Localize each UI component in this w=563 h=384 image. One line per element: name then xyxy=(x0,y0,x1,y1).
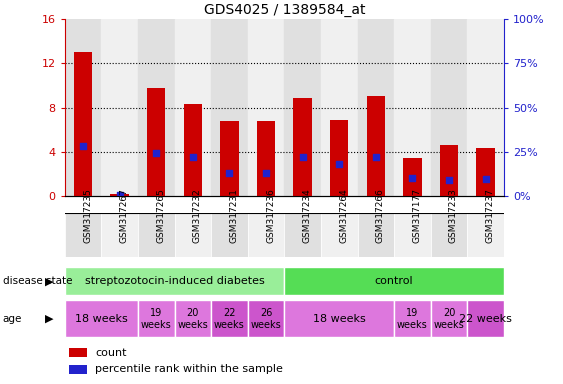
Bar xyxy=(220,121,239,196)
Bar xyxy=(321,19,358,196)
Point xyxy=(481,176,490,182)
Text: 22 weeks: 22 weeks xyxy=(459,314,512,324)
Bar xyxy=(367,96,385,196)
Bar xyxy=(65,213,101,257)
Bar xyxy=(248,300,284,337)
Bar xyxy=(248,19,284,196)
Bar xyxy=(284,300,394,337)
Bar xyxy=(284,213,321,257)
Text: ▶: ▶ xyxy=(45,276,53,286)
Point xyxy=(188,154,197,160)
Text: 20
weeks: 20 weeks xyxy=(177,308,208,329)
Text: GSM317232: GSM317232 xyxy=(193,188,202,243)
Bar xyxy=(330,120,348,196)
Text: 20
weeks: 20 weeks xyxy=(434,308,464,329)
Text: control: control xyxy=(375,276,413,286)
Bar xyxy=(65,19,101,196)
Point xyxy=(372,154,381,160)
Bar xyxy=(138,213,175,257)
Bar xyxy=(403,158,422,196)
Text: ▶: ▶ xyxy=(45,314,53,324)
Text: GSM317264: GSM317264 xyxy=(339,188,348,243)
Bar xyxy=(257,121,275,196)
Point xyxy=(79,143,88,149)
Bar xyxy=(175,213,211,257)
Bar xyxy=(431,213,467,257)
Bar xyxy=(358,213,394,257)
Bar xyxy=(101,213,138,257)
Bar xyxy=(211,300,248,337)
Text: GSM317265: GSM317265 xyxy=(157,188,165,243)
Bar xyxy=(65,267,284,295)
Bar xyxy=(431,19,467,196)
Bar xyxy=(69,348,87,357)
Text: 19
weeks: 19 weeks xyxy=(397,308,428,329)
Text: GSM317267: GSM317267 xyxy=(120,188,128,243)
Bar xyxy=(138,300,175,337)
Point xyxy=(334,161,343,167)
Point xyxy=(261,170,270,176)
Text: 19
weeks: 19 weeks xyxy=(141,308,172,329)
Title: GDS4025 / 1389584_at: GDS4025 / 1389584_at xyxy=(204,3,365,17)
Bar xyxy=(321,213,358,257)
Text: GSM317236: GSM317236 xyxy=(266,188,275,243)
Text: percentile rank within the sample: percentile rank within the sample xyxy=(96,364,283,374)
Bar xyxy=(211,213,248,257)
Text: count: count xyxy=(96,348,127,358)
Bar xyxy=(394,213,431,257)
Point xyxy=(115,192,124,198)
Bar xyxy=(110,194,129,196)
Bar xyxy=(74,52,92,196)
Bar xyxy=(467,213,504,257)
Bar xyxy=(394,300,431,337)
Text: age: age xyxy=(3,314,22,324)
Point xyxy=(408,175,417,181)
Bar xyxy=(65,300,138,337)
Text: disease state: disease state xyxy=(3,276,72,286)
Bar xyxy=(69,365,87,374)
Point xyxy=(152,151,161,157)
Bar xyxy=(184,104,202,196)
Text: GSM317234: GSM317234 xyxy=(303,188,311,243)
Bar xyxy=(358,19,394,196)
Bar xyxy=(284,19,321,196)
Bar xyxy=(476,148,495,196)
Text: 18 weeks: 18 weeks xyxy=(75,314,128,324)
Bar xyxy=(138,19,175,196)
Bar xyxy=(211,19,248,196)
Text: GSM317231: GSM317231 xyxy=(230,188,238,243)
Point xyxy=(445,177,454,183)
Bar xyxy=(293,98,312,196)
Text: 22
weeks: 22 weeks xyxy=(214,308,245,329)
Bar xyxy=(467,19,504,196)
Bar xyxy=(248,213,284,257)
Text: GSM317177: GSM317177 xyxy=(412,188,421,243)
Text: GSM317235: GSM317235 xyxy=(83,188,92,243)
Text: 26
weeks: 26 weeks xyxy=(251,308,282,329)
Text: streptozotocin-induced diabetes: streptozotocin-induced diabetes xyxy=(84,276,265,286)
Point xyxy=(298,154,307,160)
Bar xyxy=(394,19,431,196)
Text: GSM317233: GSM317233 xyxy=(449,188,458,243)
Bar xyxy=(467,300,504,337)
Point xyxy=(225,170,234,176)
Text: GSM317266: GSM317266 xyxy=(376,188,385,243)
Bar xyxy=(440,145,458,196)
Text: GSM317237: GSM317237 xyxy=(485,188,494,243)
Bar xyxy=(101,19,138,196)
Bar xyxy=(175,300,211,337)
Bar xyxy=(431,300,467,337)
Bar xyxy=(284,267,504,295)
Bar xyxy=(175,19,211,196)
Text: 18 weeks: 18 weeks xyxy=(313,314,365,324)
Bar xyxy=(147,88,166,196)
